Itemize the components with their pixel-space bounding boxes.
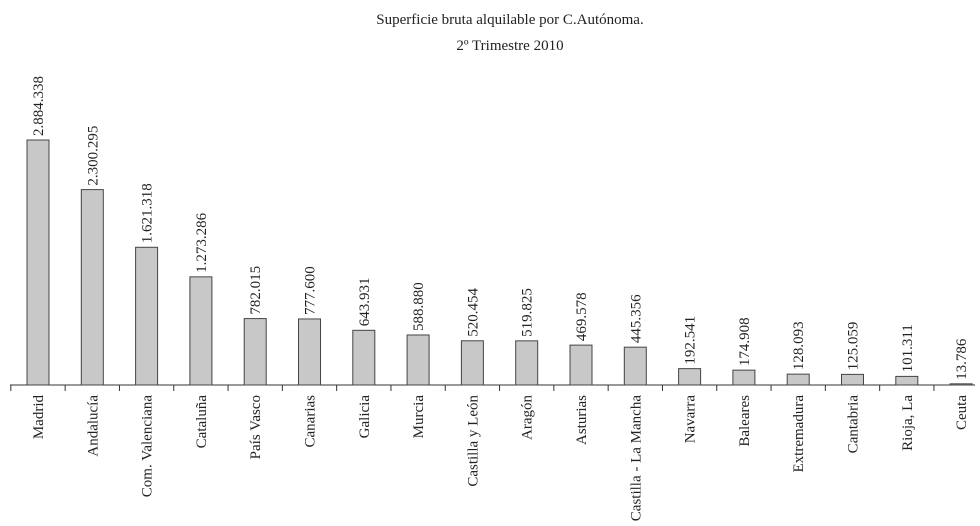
bar [515,340,539,386]
x-tick-label: Baleares [737,395,753,447]
x-tick-label: Cantabria [846,395,862,454]
bar [678,368,702,386]
x-tick-label: Madrid [31,395,47,440]
x-tick-label: Navarra [683,395,699,444]
value-label: 520.454 [465,288,481,337]
x-tick-label: Extremadura [791,395,807,473]
value-label: 128.093 [791,321,807,370]
value-label: 782.015 [248,266,264,315]
bar [949,383,973,386]
bar [243,318,267,386]
bar [135,246,159,386]
value-label: 13.786 [954,338,970,380]
value-label: 1.273.286 [194,212,210,273]
value-label: 101.311 [900,324,916,372]
x-tick-label: Rioja, La [900,395,916,451]
value-label: 1.621.318 [140,183,156,243]
bar [189,276,213,386]
chart-subtitle: 2º Trimestre 2010 [456,38,563,54]
bar [732,369,756,386]
value-label: 643.931 [357,278,373,327]
x-tick-label: Com. Valenciana [140,395,156,498]
x-tick-label: Murcia [411,395,427,439]
x-tick-label: Ceuta [954,395,970,430]
x-tick-label: Castilla y León [465,395,481,487]
chart-title: Superficie bruta alquilable por C.Autóno… [376,12,643,28]
value-label: 125.059 [846,322,862,371]
bar [298,318,321,386]
bar [569,344,593,386]
value-label: 2.300.295 [85,126,101,186]
bar [80,189,104,386]
bar [460,340,484,386]
value-label: 2.884.338 [31,76,47,136]
value-label: 192.541 [683,316,699,365]
x-tick-label: País Vasco [248,395,264,459]
bar [895,375,919,386]
value-label: 445.356 [628,294,644,343]
x-tick-label: Castilla - La Mancha [628,395,644,522]
bar [623,346,647,386]
x-tick-label: Aragón [520,395,536,440]
value-label: 519.825 [520,288,536,337]
value-label: 469.578 [574,292,590,341]
bar [352,329,376,386]
bar [786,373,810,386]
x-tick-label: Canarias [303,395,319,448]
value-label: 777.600 [303,266,319,315]
x-tick-label: Galicia [357,395,373,439]
x-tick-label: Asturias [574,395,590,445]
value-label: 588.880 [411,282,427,331]
x-tick-label: Andalucía [85,395,101,457]
bar [841,373,864,386]
bar [26,139,50,386]
bar [406,334,430,386]
x-tick-label: Cataluña [194,395,210,449]
value-label: 174.908 [737,317,753,366]
